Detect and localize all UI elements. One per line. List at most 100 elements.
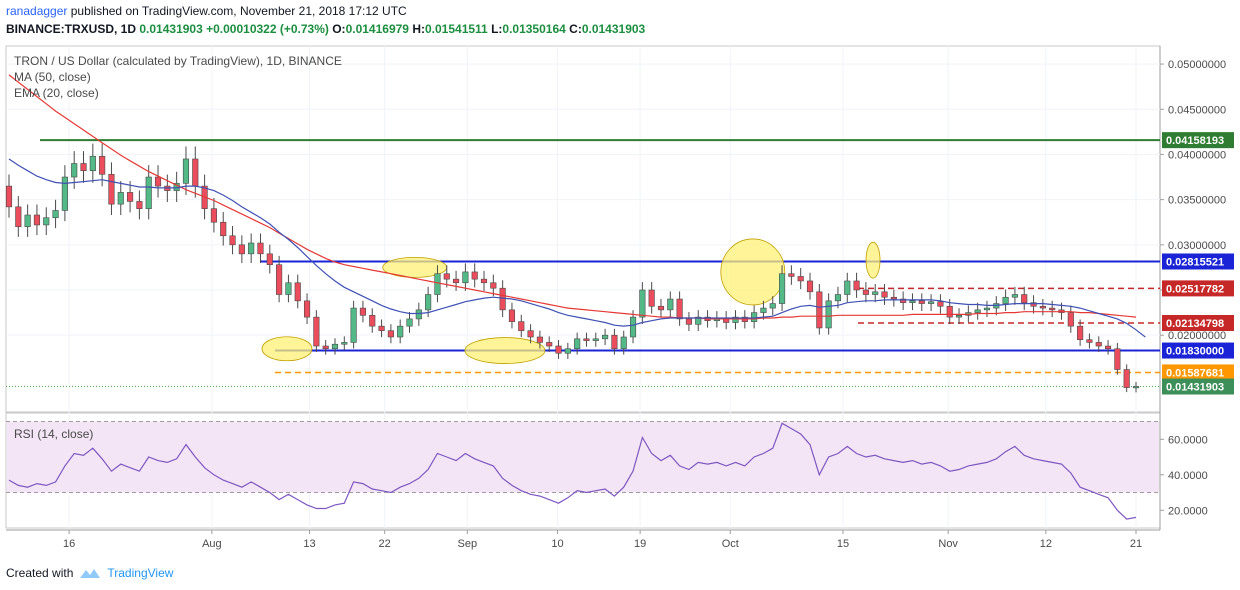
time-tick-label: 15 bbox=[837, 538, 849, 550]
time-tick-label: Oct bbox=[722, 538, 739, 550]
candle-down bbox=[378, 325, 385, 331]
candle-up bbox=[182, 158, 190, 184]
change-value: +0.00010322 (+0.73%) bbox=[206, 22, 329, 36]
low-label: L: bbox=[491, 22, 503, 36]
symbol-ohlc-bar: BINANCE:TRXUSD, 1D 0.01431903 +0.0001032… bbox=[6, 22, 645, 36]
candle-up bbox=[834, 294, 842, 302]
last-price-tag bbox=[1162, 378, 1234, 395]
range-bottom-label: 0.02134798 bbox=[1166, 318, 1224, 330]
candle-up bbox=[769, 303, 776, 309]
rsi-tick-label: 40.0000 bbox=[1168, 470, 1208, 482]
time-tick-label: Nov bbox=[938, 538, 958, 550]
candle-down bbox=[853, 280, 860, 291]
candle-down bbox=[657, 305, 665, 311]
price-chart[interactable]: 0.05000000 0.04500000 0.04000000 0.03500000… bbox=[0, 0, 1240, 560]
candle-down bbox=[229, 235, 236, 246]
candle-down bbox=[266, 253, 273, 265]
candle-down bbox=[453, 278, 460, 284]
candle-up bbox=[61, 176, 68, 211]
candle-down bbox=[816, 291, 823, 329]
open-label: O: bbox=[332, 22, 346, 36]
candle-down bbox=[546, 342, 553, 347]
candle-up bbox=[462, 271, 469, 284]
symbol-line: BINANCE:TRXUSD, 1D bbox=[6, 22, 137, 36]
candle-down bbox=[108, 174, 115, 205]
price-tick-label: 0.05000000 bbox=[1168, 59, 1226, 71]
highlight-ellipse bbox=[865, 241, 881, 279]
candle-down bbox=[303, 300, 311, 318]
candle-up bbox=[639, 289, 646, 318]
candle-up bbox=[592, 338, 599, 341]
candle-down bbox=[527, 330, 534, 338]
candle-up bbox=[629, 316, 637, 338]
candle-down bbox=[797, 276, 804, 282]
candle-up bbox=[955, 315, 963, 318]
grid bbox=[6, 46, 1160, 528]
price-axis[interactable]: 0.05000000 0.04500000 0.04000000 0.03500000… bbox=[1160, 59, 1234, 395]
price-pane[interactable] bbox=[5, 45, 1161, 413]
candle-down bbox=[220, 221, 227, 237]
time-tick-label: 21 bbox=[1130, 538, 1142, 550]
candle-down bbox=[322, 345, 329, 350]
price-tick-label: 0.04500000 bbox=[1168, 104, 1226, 116]
high-value: 0.01541511 bbox=[424, 22, 488, 36]
range-top-label: 0.02517782 bbox=[1166, 283, 1224, 295]
chart-title: TRON / US Dollar (calculated by TradingV… bbox=[14, 54, 342, 68]
last-price-value: 0.01431903 bbox=[139, 22, 203, 36]
candle-down bbox=[937, 301, 944, 307]
author-link[interactable]: ranadagger bbox=[6, 4, 68, 18]
candle-down bbox=[946, 305, 953, 318]
candle-up bbox=[397, 325, 404, 338]
candle-down bbox=[1086, 339, 1093, 343]
price-tick-label: 0.04000000 bbox=[1168, 149, 1226, 161]
time-tick-label: Sep bbox=[458, 538, 478, 550]
low-value: 0.01350164 bbox=[502, 22, 566, 36]
candle-up bbox=[331, 343, 339, 350]
rsi-tick-label: 60.0000 bbox=[1168, 434, 1208, 446]
candle-down bbox=[1123, 369, 1130, 388]
candle-up bbox=[872, 291, 879, 295]
moving-averages bbox=[8, 74, 1146, 338]
candle-down bbox=[490, 282, 497, 289]
open-value: 0.01416979 bbox=[345, 22, 409, 36]
candle-down bbox=[806, 280, 814, 293]
candle-down bbox=[443, 273, 450, 280]
time-tick-label: 16 bbox=[63, 538, 75, 550]
candle-up bbox=[350, 307, 357, 343]
candle-down bbox=[685, 318, 692, 325]
candle-down bbox=[1049, 307, 1056, 311]
candle-down bbox=[136, 201, 143, 209]
candle-up bbox=[751, 312, 758, 322]
range-top-tag bbox=[1162, 280, 1234, 297]
candle-up bbox=[117, 192, 124, 205]
candle-up bbox=[425, 294, 432, 311]
created-with-text: Created with bbox=[6, 566, 74, 580]
candle-up bbox=[732, 316, 739, 323]
candle-up bbox=[602, 334, 609, 340]
candle-up bbox=[71, 163, 78, 178]
candle-down bbox=[1021, 294, 1028, 303]
time-axis[interactable]: 16 Aug 13 22 Sep 10 19 Oct 15 Nov 12 21 bbox=[63, 530, 1142, 550]
close-value: 0.01431903 bbox=[581, 22, 646, 36]
candle-up bbox=[52, 210, 59, 219]
support-blue-tag bbox=[1162, 342, 1234, 359]
tradingview-logo-icon bbox=[80, 569, 101, 578]
range-bottom-tag bbox=[1162, 315, 1234, 332]
candle-up bbox=[760, 307, 767, 313]
publish-text: published on TradingView.com, November 2… bbox=[70, 4, 407, 18]
close-label: C: bbox=[569, 22, 582, 36]
candle-up bbox=[667, 298, 674, 311]
price-tick-label: 0.03000000 bbox=[1168, 240, 1226, 252]
candle-down bbox=[15, 206, 22, 228]
support-orange-tag bbox=[1162, 364, 1234, 381]
candle-up bbox=[24, 214, 31, 228]
candle-down bbox=[499, 287, 506, 311]
time-tick-label: 22 bbox=[379, 538, 391, 550]
candle-down bbox=[99, 155, 106, 175]
tradingview-link[interactable]: TradingView bbox=[107, 566, 174, 580]
candle-down bbox=[359, 307, 367, 316]
candle-down bbox=[881, 291, 888, 298]
candle-up bbox=[825, 300, 832, 329]
ma-legend: MA (50, close) bbox=[14, 70, 91, 84]
candle-down bbox=[471, 271, 478, 280]
